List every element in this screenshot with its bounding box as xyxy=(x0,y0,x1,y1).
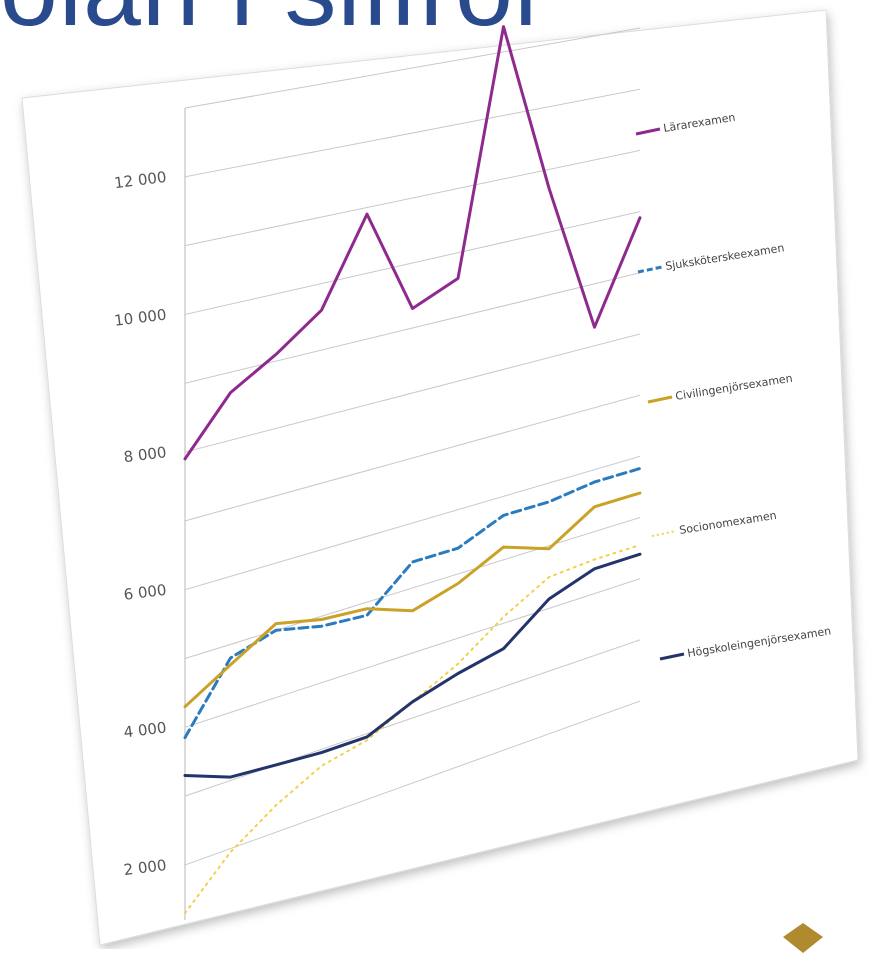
legend-swatch xyxy=(651,530,677,537)
y-tick-label: 6 000 xyxy=(123,581,168,604)
gridline xyxy=(184,455,641,591)
series-line xyxy=(183,25,642,461)
chart-panel xyxy=(21,9,859,946)
legend-swatch xyxy=(637,265,663,274)
gridline xyxy=(184,333,641,453)
y-tick-label: 4 000 xyxy=(123,718,168,741)
gridline xyxy=(184,272,641,384)
legend-swatch xyxy=(659,652,685,661)
gold-diamond-icon xyxy=(783,923,823,953)
gridline xyxy=(184,517,641,659)
y-tick-label: 2 000 xyxy=(123,856,168,879)
gridline xyxy=(184,88,641,178)
gridline xyxy=(184,394,641,522)
gridline xyxy=(184,578,641,728)
slide-title-fragment: olan i siffror xyxy=(0,0,550,42)
gridline xyxy=(184,149,641,247)
legend-swatch xyxy=(635,127,661,136)
legend-swatch xyxy=(647,395,673,404)
gridline xyxy=(184,27,641,109)
series-line xyxy=(183,467,642,740)
gridline xyxy=(184,211,641,315)
gridline xyxy=(184,700,641,866)
series-line xyxy=(184,544,641,915)
y-tick-label: 8 000 xyxy=(123,443,168,466)
series-line xyxy=(183,491,642,709)
series-line xyxy=(183,552,642,779)
